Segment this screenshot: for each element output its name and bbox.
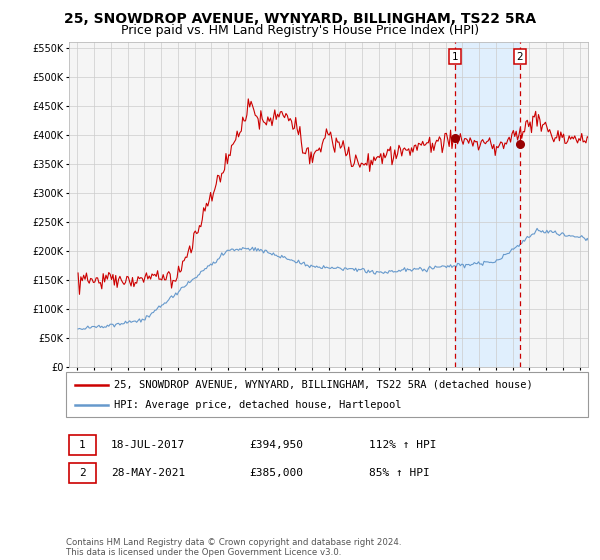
Text: 25, SNOWDROP AVENUE, WYNYARD, BILLINGHAM, TS22 5RA: 25, SNOWDROP AVENUE, WYNYARD, BILLINGHAM… [64,12,536,26]
Text: 1: 1 [79,440,86,450]
Text: 85% ↑ HPI: 85% ↑ HPI [369,468,430,478]
Text: £385,000: £385,000 [249,468,303,478]
Text: 2: 2 [79,468,86,478]
Text: 18-JUL-2017: 18-JUL-2017 [111,440,185,450]
Text: HPI: Average price, detached house, Hartlepool: HPI: Average price, detached house, Hart… [114,400,401,410]
Text: 1: 1 [452,52,458,62]
Text: 25, SNOWDROP AVENUE, WYNYARD, BILLINGHAM, TS22 5RA (detached house): 25, SNOWDROP AVENUE, WYNYARD, BILLINGHAM… [114,380,533,390]
Text: Price paid vs. HM Land Registry's House Price Index (HPI): Price paid vs. HM Land Registry's House … [121,24,479,36]
Bar [455,42,520,367]
Text: 112% ↑ HPI: 112% ↑ HPI [369,440,437,450]
Text: Contains HM Land Registry data © Crown copyright and database right 2024.
This d: Contains HM Land Registry data © Crown c… [66,538,401,557]
Text: £394,950: £394,950 [249,440,303,450]
Text: 2: 2 [517,52,523,62]
Text: 28-MAY-2021: 28-MAY-2021 [111,468,185,478]
